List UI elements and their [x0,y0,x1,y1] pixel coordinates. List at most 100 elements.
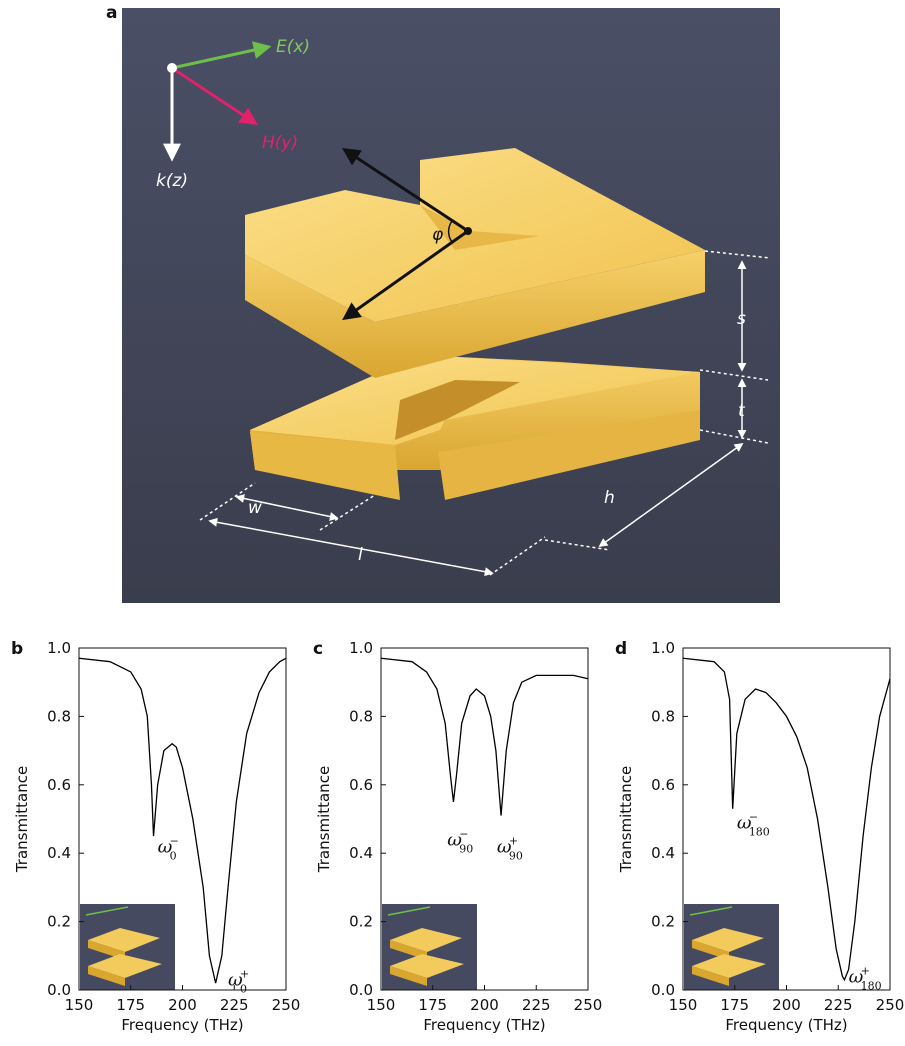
y-tick-label: 0.6 [651,776,675,794]
transmittance-line [78,657,287,984]
annotation: ω− 180 [737,810,770,838]
annotation-sub: 180 [861,979,882,992]
annotation-sup: − [459,828,468,841]
axis-arrow [342,229,469,321]
x-tick-label: 150 [65,996,94,1014]
x-tick-label: 200 [772,996,801,1014]
h-dim-label: h [604,488,615,508]
panel-label: b [11,639,23,659]
inset-block [390,928,462,952]
t-label: t [738,401,746,421]
y-tick-label: 0.0 [47,981,71,999]
annotation-sub: 180 [749,825,770,838]
h-label: H(y) [262,133,298,153]
y-tick-label: 0.4 [349,844,373,862]
inset-image [382,904,477,990]
phi-label: φ [432,225,444,245]
x-tick-label: 175 [418,996,447,1014]
x-tick-label: 225 [220,996,249,1014]
annotation-sup: + [240,968,249,981]
panel-label: c [313,639,323,659]
y-tick-label: 0.6 [349,776,373,794]
transmittance-line [682,657,891,982]
inset-image [684,904,779,990]
upper-block-side [245,250,705,378]
panel-label: a [106,3,117,23]
y-tick-label: 0.2 [349,913,373,931]
w-label: w [248,498,262,518]
x-tick-label: 225 [522,996,551,1014]
y-tick-label: 1.0 [349,639,373,657]
y-tick-label: 0.6 [47,776,71,794]
annotation-symbol: ω [849,966,864,987]
annotation-symbol: ω [737,812,752,833]
inset-block [390,940,427,960]
pivot [464,227,472,235]
inset-arrow [689,906,733,916]
annotation-symbol: ω [497,836,512,857]
y-axis-label: Transmittance [617,766,635,873]
x-tick-label: 150 [669,996,698,1014]
annotation-symbol: ω [228,970,243,991]
inset-block [88,928,160,952]
x-tick-label: 175 [116,996,145,1014]
axis-arrow [341,148,469,233]
annotation-symbol: ω [158,836,173,857]
y-tick-label: 0.0 [349,981,373,999]
s-label: s [737,309,746,329]
x-tick-label: 200 [168,996,197,1014]
lower-left-front [250,432,400,500]
inset-arrow [85,906,129,916]
x-tick-label: 250 [876,996,905,1014]
y-tick-label: 0.8 [349,707,373,725]
annotation-sup: − [170,834,179,847]
annotation-sub: 90 [459,843,473,856]
y-tick-label: 0.8 [651,707,675,725]
inset-block [88,966,125,986]
y-tick-label: 0.8 [47,707,71,725]
dimension-lines [199,250,771,577]
y-tick-label: 0.0 [651,981,675,999]
annotation-sup: + [861,964,870,977]
x-tick-label: 225 [824,996,853,1014]
origin-dot [167,63,177,73]
y-axis-label: Transmittance [13,766,31,873]
e-arrow [171,41,272,70]
annotation-sub: 0 [240,983,247,996]
annotation: ω− 90 [447,828,473,856]
inset-block [692,940,729,960]
inset-image [80,904,175,990]
e-label: E(x) [276,37,310,57]
annotation: ω+ 180 [849,964,882,992]
x-axis-label: Frequency (THz) [423,1016,545,1034]
x-tick-label: 250 [272,996,301,1014]
y-tick-label: 0.2 [47,913,71,931]
annotation-sup: + [509,834,518,847]
y-tick-label: 1.0 [651,639,675,657]
inset-block [390,966,427,986]
l-label: l [358,545,363,565]
inset-block [692,966,729,986]
x-axis-label: Frequency (THz) [725,1016,847,1034]
y-tick-label: 0.4 [651,844,675,862]
annotation: ω− 0 [158,834,179,862]
transmittance-line [380,657,589,816]
y-axis-label: Transmittance [315,766,333,873]
y-tick-label: 0.4 [47,844,71,862]
h-arrow [171,66,259,125]
x-tick-label: 200 [470,996,499,1014]
y-tick-label: 1.0 [47,639,71,657]
x-tick-label: 150 [367,996,396,1014]
annotation: ω+ 0 [228,968,249,996]
x-tick-label: 175 [720,996,749,1014]
inset-block [88,940,125,960]
annotation-sub: 0 [170,849,177,862]
panel-a: a E(x) H(y) k(z) φ [106,3,780,603]
lower-right-front [438,410,700,500]
annotation-sub: 90 [509,849,523,862]
annotation-sup: − [749,810,758,823]
panel-label: d [615,639,627,659]
annotation-symbol: ω [447,830,462,851]
